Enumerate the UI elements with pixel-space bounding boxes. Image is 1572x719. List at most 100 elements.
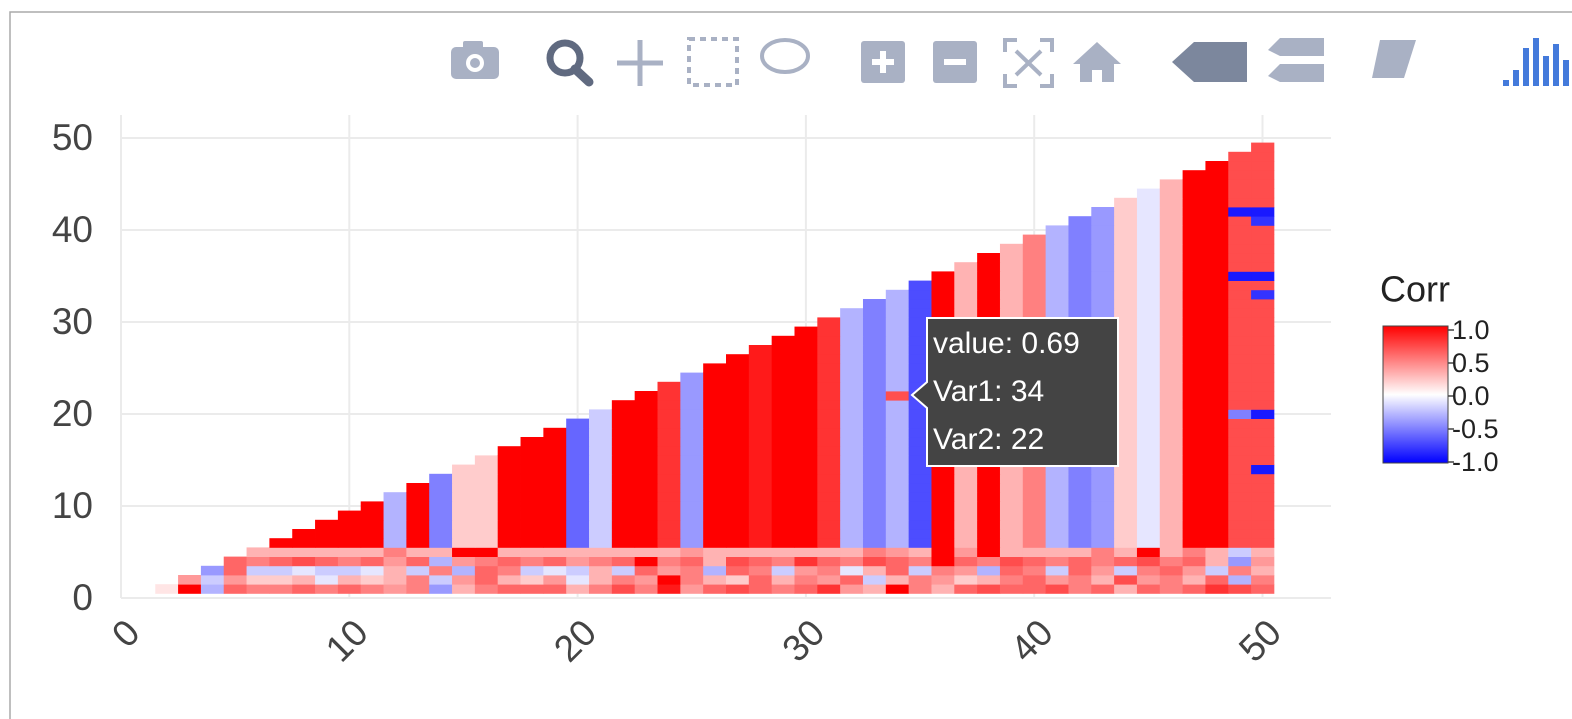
heatmap-cell [885, 565, 910, 576]
heatmap-cell [680, 556, 704, 567]
heatmap-cell [1022, 308, 1047, 318]
heatmap-cell [520, 464, 544, 475]
heatmap-cell [1136, 262, 1161, 272]
heatmap-cell [1022, 473, 1047, 484]
heatmap-cell [474, 492, 499, 502]
heatmap-cell [1136, 409, 1161, 419]
heatmap-cell [1159, 262, 1184, 272]
heatmap-cell [1114, 289, 1138, 300]
heatmap-cell [1091, 289, 1115, 300]
heatmap-cell [634, 529, 658, 539]
heatmap-cell [1251, 473, 1275, 484]
heatmap-cell [1182, 473, 1206, 484]
heatmap-cell [1091, 501, 1115, 511]
zoom-in-icon[interactable] [861, 41, 905, 83]
heatmap-cell [1182, 308, 1206, 318]
heatmap-cell [1251, 409, 1275, 419]
heatmap-cell [794, 437, 818, 447]
heatmap-cell [429, 483, 453, 493]
heatmap-cell [1182, 243, 1206, 254]
pan-icon[interactable] [617, 40, 663, 86]
heatmap-cell [1068, 216, 1092, 226]
heatmap-cell [1159, 455, 1184, 465]
heatmap-cell [771, 483, 795, 493]
heatmap-cell [406, 556, 430, 567]
docs-icon[interactable] [1372, 40, 1416, 78]
heatmap-cell [1136, 197, 1161, 208]
home-icon[interactable] [1073, 42, 1121, 82]
heatmap-cell [383, 492, 407, 502]
heatmap-cell [1251, 308, 1275, 318]
heatmap-cell [1022, 501, 1047, 511]
heatmap-cell [977, 253, 1001, 263]
camera-icon[interactable] [451, 41, 499, 79]
heatmap-cell [1182, 372, 1206, 383]
plotly-logo[interactable] [1503, 38, 1569, 86]
colorbar-tick-label: 1.0 [1452, 315, 1490, 345]
heatmap-cell [1228, 575, 1252, 585]
heatmap-cell [999, 584, 1024, 594]
heatmap-cell [726, 556, 750, 567]
heatmap-cell [680, 455, 704, 465]
heatmap-cell [1068, 243, 1092, 254]
heatmap-cell [566, 565, 590, 576]
heatmap-cell [1205, 280, 1229, 291]
heatmap-cell [1068, 483, 1092, 493]
heatmap-cell [1182, 446, 1206, 456]
lasso-icon[interactable] [760, 38, 810, 74]
heatmap-cell [634, 519, 658, 530]
heatmap-cell [771, 381, 795, 392]
heatmap-cell [680, 391, 704, 401]
autoscale-icon[interactable] [1003, 38, 1054, 88]
heatmap-cell [1136, 381, 1161, 392]
heatmap-cell [748, 372, 773, 383]
heatmap-cell [1251, 464, 1275, 475]
heatmap-cell [748, 427, 773, 438]
heatmap-cell [1182, 418, 1206, 429]
heatmap-cell [726, 464, 750, 475]
zoom-out-icon[interactable] [933, 41, 977, 83]
heatmap-cell [634, 510, 658, 521]
heatmap-cell [931, 492, 955, 502]
heatmap-cell [1159, 188, 1184, 199]
heatmap-cell [817, 418, 841, 429]
heatmap-cell [1251, 216, 1275, 226]
heatmap-cell [862, 501, 887, 511]
heatmap-cell [908, 446, 932, 456]
heatmap-cell [817, 437, 841, 447]
heatmap-cell [452, 492, 476, 502]
heatmap-cell [862, 510, 887, 521]
heatmap-cell [1022, 556, 1047, 567]
heatmap-cell [1136, 363, 1161, 373]
heatmap-cell [680, 538, 704, 548]
heatmap-cell [999, 501, 1024, 511]
tooltip-line: value: 0.69 [933, 327, 1080, 360]
heatmap-cell [1068, 556, 1092, 567]
heatmap-cell [1136, 299, 1161, 309]
heatmap-cell [748, 519, 773, 530]
heatmap-cell [794, 473, 818, 484]
heatmap-cell [977, 584, 1001, 594]
zoom-icon[interactable] [546, 39, 594, 87]
heatmap-cell [657, 400, 681, 410]
heatmap-cell [1182, 299, 1206, 309]
heatmap-cell [155, 584, 179, 594]
heatmap-cell [589, 547, 613, 557]
spike-icon[interactable] [1172, 42, 1247, 82]
heatmap-cell [1251, 142, 1275, 153]
heatmap-cell [1205, 538, 1229, 548]
heatmap-cell [726, 372, 750, 383]
heatmap-cell [520, 446, 544, 456]
compare-icon[interactable] [1268, 38, 1324, 82]
heatmap-cell [908, 289, 932, 300]
heatmap-cell [1205, 556, 1229, 567]
heatmap-cell [1114, 345, 1138, 355]
heatmap-cell [977, 519, 1001, 530]
heatmap-cell [1136, 280, 1161, 291]
box-select-icon[interactable] [687, 37, 739, 87]
heatmap-cell [703, 464, 727, 475]
heatmap-cell [726, 501, 750, 511]
heatmap-cell [1068, 501, 1092, 511]
heatmap-cell [680, 464, 704, 475]
heatmap-cell [292, 556, 316, 567]
